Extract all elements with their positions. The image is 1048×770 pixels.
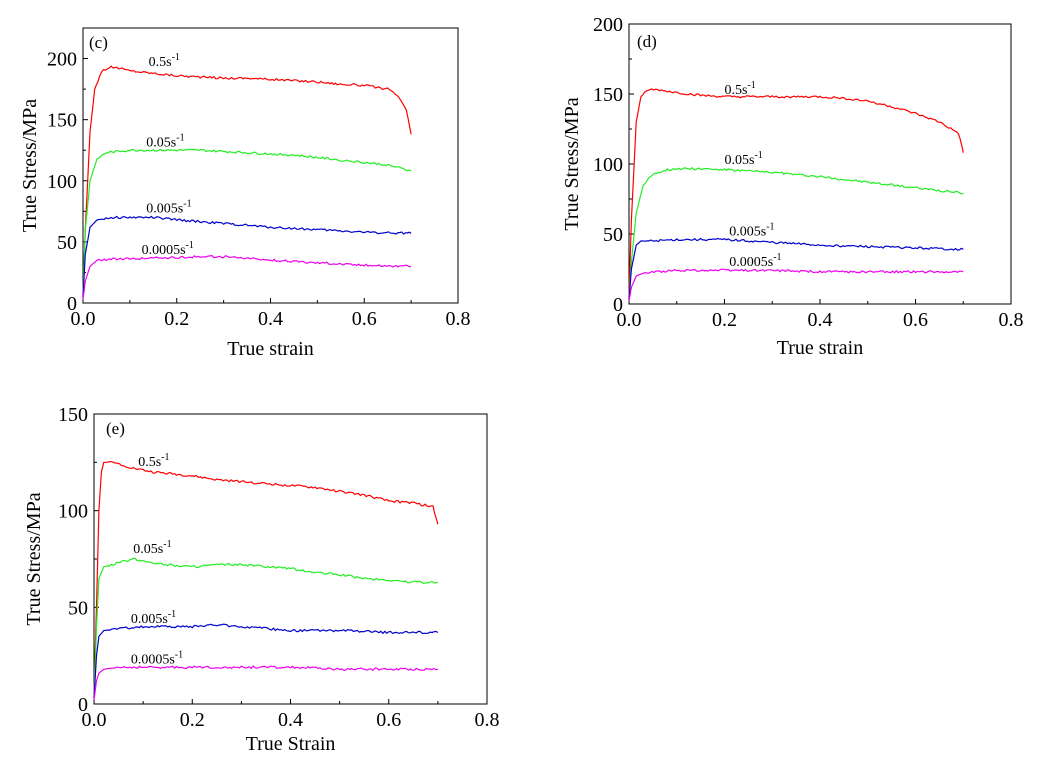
series-line (93, 665, 439, 701)
series-label-base: 0.0005s (131, 652, 175, 667)
series-label-base: 0.5s (149, 55, 172, 70)
series-label-exponent: -1 (172, 52, 180, 63)
chart-panel-d: 0.0 0.2 0.4 0.6 0.8 0 50 100 150 200 True strain Tr… (561, 14, 1024, 359)
series-label: 0.5s-1 (149, 52, 180, 70)
plot-frame (628, 23, 1012, 305)
y-tick-label: 50 (57, 232, 77, 254)
series-label-base: 0.0005s (729, 255, 773, 270)
series-line (93, 557, 439, 699)
chart-panel-e: 0.0 0.2 0.4 0.6 0.8 0 50 100 150 True Strain True … (23, 404, 500, 755)
x-tick-label: 0.0 (617, 309, 642, 331)
series-label: 0.0005s-1 (729, 252, 781, 270)
series-label-exponent: -1 (773, 252, 781, 263)
series-label: 0.005s-1 (131, 609, 176, 627)
series-label: 0.05s-1 (725, 150, 763, 168)
series-label: 0.005s-1 (729, 221, 774, 239)
series-label-base: 0.0005s (142, 243, 186, 258)
y-tick-label: 100 (593, 154, 623, 176)
x-tick-label: 0.8 (999, 309, 1024, 331)
series-label-base: 0.05s (146, 136, 176, 151)
series-label-exponent: -1 (175, 649, 183, 660)
y-tick-label: 100 (58, 501, 88, 523)
x-tick-label: 0.0 (82, 709, 107, 731)
series-label-exponent: -1 (163, 539, 171, 550)
series-label: 0.05s-1 (133, 539, 171, 557)
y-tick-label: 200 (593, 14, 623, 36)
series-line (82, 65, 412, 297)
x-tick-label: 0.2 (164, 308, 189, 330)
y-axis-title: True Stress/MPa (23, 492, 45, 625)
plot-frame (82, 27, 459, 304)
series-line (82, 215, 412, 297)
series-label-base: 0.005s (729, 224, 766, 239)
series-label-exponent: -1 (186, 240, 194, 251)
series-line (628, 268, 964, 302)
series-label-exponent: -1 (754, 150, 762, 161)
series-label: 0.05s-1 (146, 133, 184, 151)
x-tick-label: 0.4 (258, 308, 283, 330)
x-tick-label: 0.2 (712, 309, 737, 331)
x-axis-title: True Strain (246, 733, 336, 755)
panel-label: (e) (106, 419, 125, 438)
y-tick-label: 150 (47, 110, 77, 132)
series-label-base: 0.05s (133, 542, 163, 557)
y-tick-label: 150 (58, 404, 88, 426)
y-axis-title: True Stress/MPa (561, 97, 583, 230)
y-axis-title: True Stress/MPa (19, 99, 41, 232)
series-line (93, 623, 439, 699)
series-line (82, 255, 412, 300)
series-label-exponent: -1 (183, 199, 191, 210)
x-tick-label: 0.4 (808, 309, 833, 331)
y-tick-label: 50 (603, 224, 623, 246)
series-label-exponent: -1 (766, 221, 774, 232)
series-line (628, 167, 964, 300)
x-tick-label: 0.6 (376, 709, 401, 731)
x-tick-label: 0.2 (180, 709, 205, 731)
series-label-base: 0.005s (131, 612, 168, 627)
x-tick-label: 0.8 (446, 308, 471, 330)
series-line (82, 148, 412, 297)
y-tick-label: 0 (67, 293, 77, 315)
x-tick-label: 0.8 (475, 709, 500, 731)
series-label-exponent: -1 (168, 609, 176, 620)
series-label-exponent: -1 (747, 80, 755, 91)
series-label: 0.5s-1 (138, 452, 169, 470)
y-tick-label: 0 (78, 694, 88, 716)
series-label: 0.5s-1 (725, 80, 756, 98)
x-axis-title: True strain (227, 338, 313, 360)
y-tick-label: 150 (593, 84, 623, 106)
series-label-base: 0.005s (146, 202, 183, 217)
y-tick-label: 100 (47, 171, 77, 193)
x-tick-label: 0.6 (352, 308, 377, 330)
series-label-base: 0.05s (725, 153, 755, 168)
x-tick-label: 0.6 (903, 309, 928, 331)
series-line (628, 88, 964, 298)
series-label: 0.005s-1 (146, 199, 191, 217)
x-tick-label: 0.4 (278, 709, 303, 731)
series-label-base: 0.5s (725, 83, 748, 98)
y-tick-label: 50 (68, 597, 88, 619)
series-label: 0.0005s-1 (131, 649, 183, 667)
series-label: 0.0005s-1 (142, 240, 194, 258)
y-tick-label: 0 (613, 294, 623, 316)
series-line (93, 461, 439, 695)
series-label-exponent: -1 (161, 452, 169, 463)
panel-label: (c) (89, 33, 108, 52)
chart-panel-c: 0.0 0.2 0.4 0.6 0.8 0 50 100 150 200 True strain Tr… (19, 27, 471, 360)
series-label-base: 0.5s (138, 455, 161, 470)
series-label-exponent: -1 (176, 133, 184, 144)
x-tick-label: 0.0 (71, 308, 96, 330)
series-line (628, 237, 964, 300)
x-axis-title: True strain (777, 337, 863, 359)
y-tick-label: 200 (47, 49, 77, 71)
panel-label: (d) (637, 32, 657, 51)
